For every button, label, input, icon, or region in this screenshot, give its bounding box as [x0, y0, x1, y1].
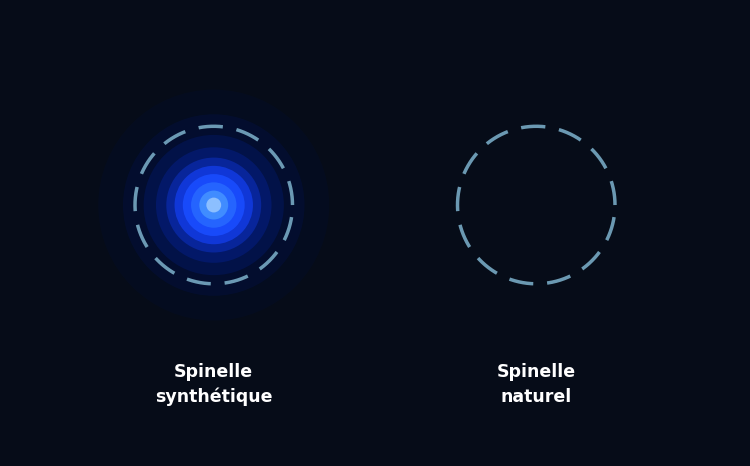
Circle shape — [98, 89, 329, 321]
Circle shape — [123, 114, 304, 296]
Text: Spinelle
synthétique: Spinelle synthétique — [155, 363, 272, 406]
Circle shape — [183, 174, 244, 236]
Circle shape — [175, 166, 253, 244]
Circle shape — [206, 198, 221, 212]
Circle shape — [156, 147, 272, 263]
Circle shape — [200, 191, 228, 219]
Circle shape — [166, 158, 261, 253]
Text: Spinelle
naturel: Spinelle naturel — [496, 363, 576, 406]
Circle shape — [143, 135, 284, 275]
Circle shape — [191, 182, 236, 228]
